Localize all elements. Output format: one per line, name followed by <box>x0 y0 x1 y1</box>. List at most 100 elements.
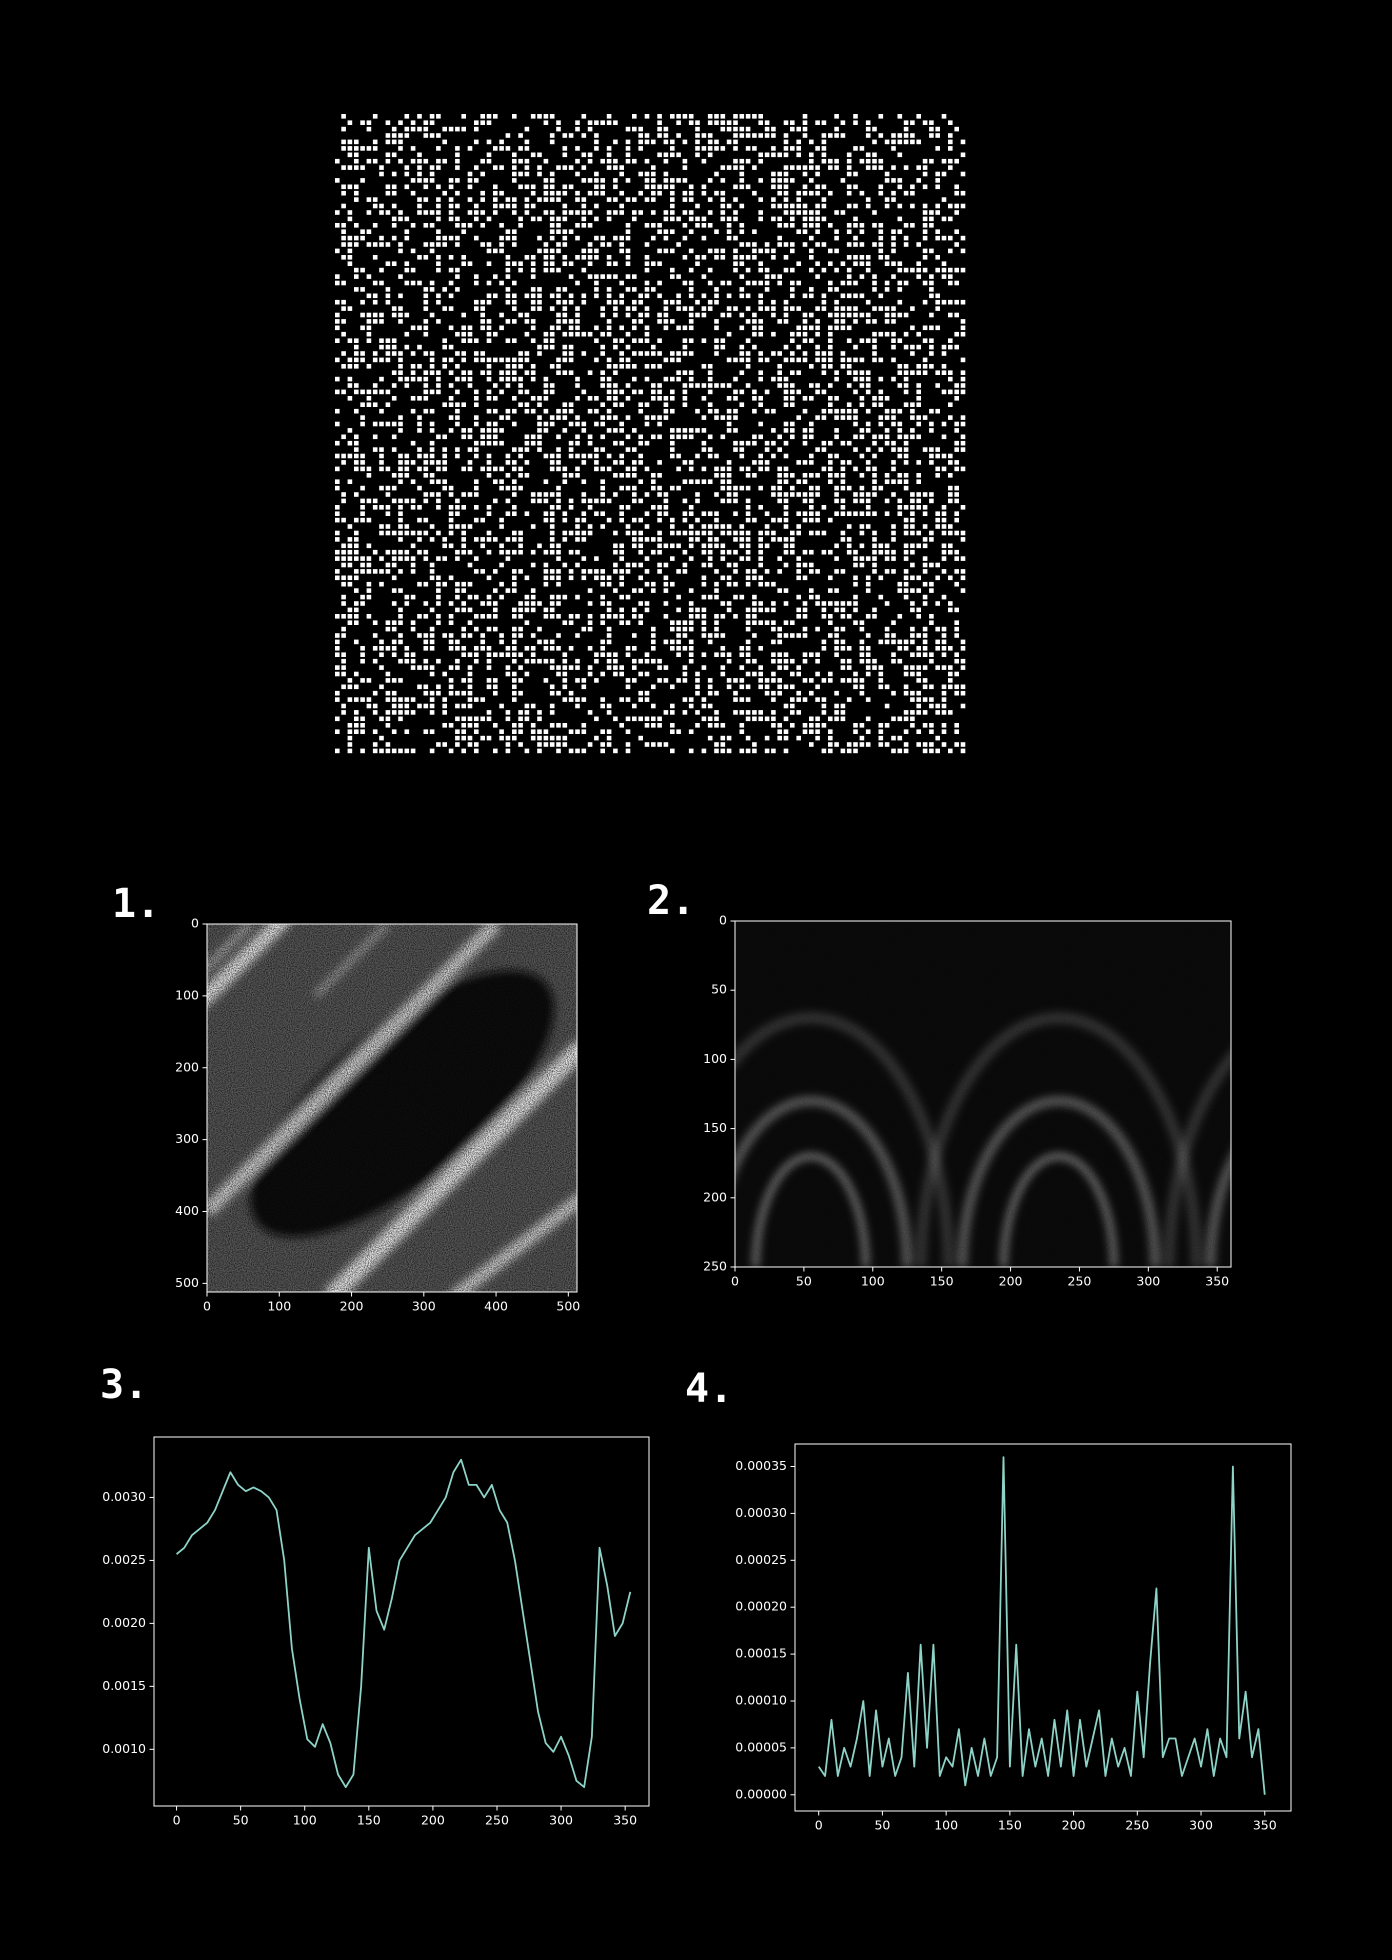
pixel <box>815 383 820 388</box>
pixel <box>948 665 953 670</box>
pixel <box>581 133 587 138</box>
pixel <box>948 492 953 497</box>
pixel <box>613 530 618 536</box>
pixel <box>929 364 934 369</box>
pixel <box>499 223 504 228</box>
pixel <box>752 396 757 401</box>
pixel <box>568 299 574 305</box>
pixel <box>929 684 934 690</box>
pixel <box>891 306 896 311</box>
pixel <box>518 633 523 638</box>
pixel <box>512 171 517 177</box>
pixel <box>878 485 884 491</box>
pixel <box>796 562 801 568</box>
pixel <box>840 626 846 632</box>
pixel <box>771 626 776 632</box>
pixel <box>853 434 858 440</box>
pixel <box>846 415 852 420</box>
pixel <box>524 607 530 613</box>
pixel <box>752 742 757 747</box>
pixel <box>404 652 410 657</box>
pixel <box>619 402 624 407</box>
pixel <box>783 376 789 382</box>
pixel <box>619 235 624 241</box>
pixel <box>600 466 605 472</box>
pixel <box>379 280 384 286</box>
pixel <box>410 626 416 632</box>
pixel <box>448 210 454 215</box>
pixel <box>505 357 511 363</box>
pixel <box>493 114 498 119</box>
pixel <box>335 453 340 459</box>
pixel <box>606 331 612 337</box>
pixel <box>891 492 896 497</box>
pixel <box>651 723 656 728</box>
pixel <box>366 293 372 299</box>
pixel <box>878 248 884 254</box>
pixel <box>859 620 865 625</box>
pixel <box>587 710 593 715</box>
pixel <box>625 383 631 388</box>
pixel <box>568 473 574 478</box>
pixel <box>619 325 624 331</box>
pixel <box>739 370 745 375</box>
pixel <box>726 306 732 311</box>
pixel <box>657 133 662 138</box>
pixel <box>758 505 763 510</box>
pixel <box>948 338 953 343</box>
pixel <box>670 139 675 145</box>
pixel <box>499 633 504 638</box>
pixel <box>493 203 498 209</box>
pixel <box>354 223 359 228</box>
pixel <box>417 126 422 132</box>
pixel <box>632 274 637 279</box>
pixel <box>809 505 814 510</box>
pixel <box>821 703 827 709</box>
pixel <box>347 139 353 145</box>
pixel <box>922 158 928 164</box>
pixel <box>796 357 801 363</box>
pixel <box>657 312 662 318</box>
pixel <box>644 280 650 286</box>
pixel <box>518 723 523 728</box>
pixel <box>796 331 801 337</box>
pixel <box>512 261 517 266</box>
pixel <box>562 190 568 196</box>
pixel <box>606 376 612 382</box>
pixel <box>423 370 429 375</box>
pixel <box>828 364 833 369</box>
pixel <box>720 543 726 549</box>
pixel <box>543 658 549 664</box>
pixel <box>922 678 928 683</box>
pixel <box>398 415 403 420</box>
pixel <box>594 133 599 138</box>
pixel <box>846 229 852 234</box>
pixel <box>638 453 643 459</box>
pixel <box>455 216 460 222</box>
pixel <box>714 171 719 177</box>
pixel <box>587 261 593 266</box>
pixel <box>518 133 523 138</box>
pixel <box>448 575 454 581</box>
pixel <box>657 338 662 343</box>
pixel <box>556 126 561 132</box>
pixel <box>828 729 833 734</box>
pixel <box>872 402 877 407</box>
pixel <box>802 723 808 728</box>
pixel <box>941 665 947 670</box>
pixel <box>809 383 814 388</box>
pixel <box>410 376 416 382</box>
pixel <box>480 197 485 202</box>
pixel <box>701 716 707 722</box>
pixel <box>549 524 555 529</box>
pixel <box>335 633 340 638</box>
pixel <box>530 319 536 324</box>
pixel <box>613 274 618 279</box>
pixel <box>613 492 618 497</box>
pixel <box>802 210 808 215</box>
pixel <box>543 396 549 401</box>
pixel <box>423 517 429 523</box>
pixel <box>530 274 536 279</box>
pixel <box>651 210 656 215</box>
pixel <box>524 710 530 715</box>
